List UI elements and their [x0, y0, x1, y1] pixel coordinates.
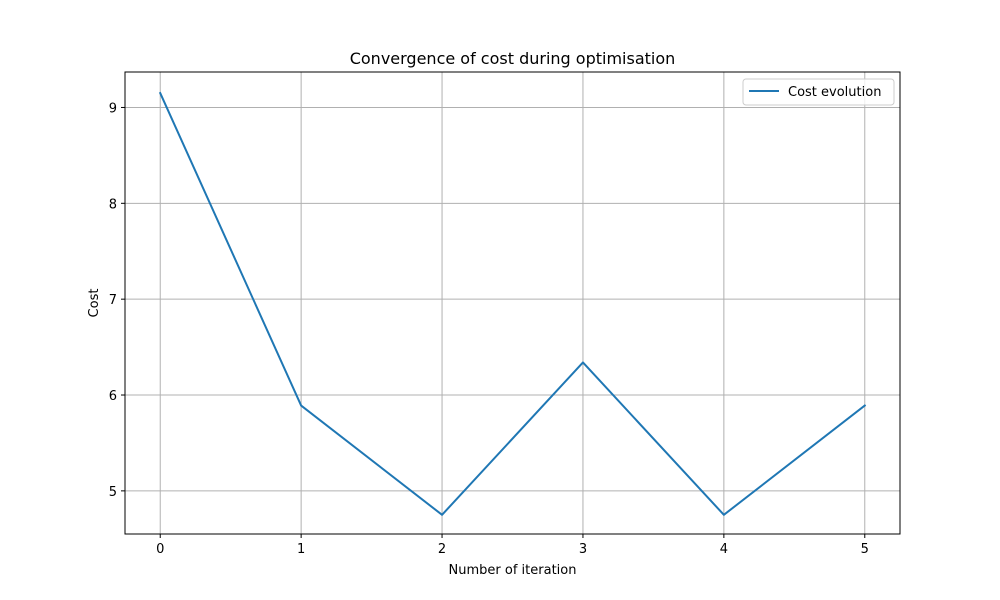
plot-background [125, 72, 900, 534]
x-tick-label: 5 [861, 542, 869, 557]
y-axis-label: Cost [87, 289, 102, 318]
x-tick-label: 0 [156, 542, 164, 557]
plot-area [124, 71, 901, 535]
series-layer [158, 91, 867, 516]
y-tick-label: 7 [109, 293, 117, 308]
x-axis: 0 1 2 3 4 5 [156, 534, 869, 557]
legend-box [742, 78, 895, 106]
y-axis: 5 6 7 8 9 [109, 101, 125, 500]
x-axis-label: Number of iteration [449, 563, 577, 578]
x-tick-label: 2 [438, 542, 446, 557]
x-tick-label: 4 [720, 542, 728, 557]
y-tick-label: 9 [109, 101, 117, 116]
x-tick-label: 1 [297, 542, 305, 557]
series-line [158, 91, 867, 516]
y-tick-label: 6 [109, 389, 117, 404]
legend: Cost evolution [742, 78, 895, 106]
x-tick-label: 3 [579, 542, 587, 557]
chart-title: Convergence of cost during optimisation [350, 49, 676, 68]
legend-label: Cost evolution [788, 85, 881, 100]
plot-frame [124, 71, 901, 535]
y-tick-label: 5 [109, 485, 117, 500]
y-tick-label: 8 [109, 197, 117, 212]
